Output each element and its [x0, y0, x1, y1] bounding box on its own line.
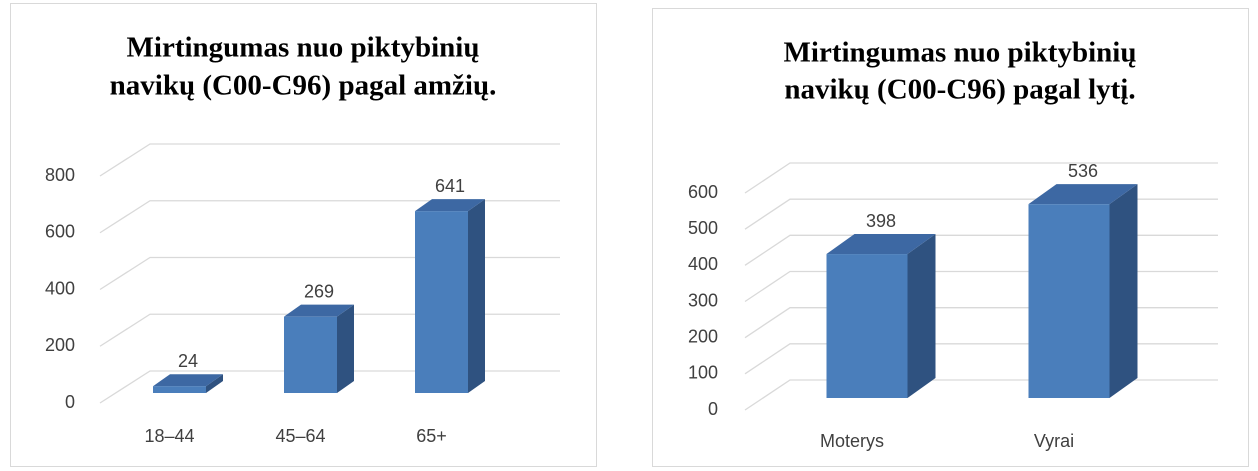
y-tick-label: 300 — [688, 290, 718, 310]
bar — [153, 386, 206, 393]
bar-top — [153, 374, 223, 387]
chart-title: navikų (C00-C96) pagal amžių. — [110, 70, 497, 102]
bar-side — [1109, 184, 1138, 398]
x-tick-label: Moterys — [820, 431, 884, 451]
data-label: 24 — [178, 351, 198, 371]
y-tick-label: 800 — [45, 165, 75, 185]
y-tick-label: 100 — [688, 363, 718, 383]
bar — [1028, 204, 1110, 398]
grid-line — [99, 143, 560, 177]
grid-line — [744, 162, 1218, 194]
x-tick-label: 18–44 — [144, 426, 194, 446]
bar-side — [907, 234, 936, 398]
bar-side — [468, 199, 485, 393]
chart-title: Mirtingumas nuo piktybinių — [127, 32, 480, 64]
bar-top — [284, 304, 354, 317]
chart-frame — [652, 8, 1249, 467]
bar-side — [337, 304, 354, 393]
bar — [826, 254, 908, 398]
data-label: 641 — [435, 176, 465, 196]
bar — [415, 211, 468, 393]
y-tick-label: 200 — [688, 326, 718, 346]
grid-line — [99, 200, 560, 234]
chart-title: Mirtingumas nuo piktybinių — [784, 37, 1137, 69]
y-tick-label: 600 — [45, 222, 75, 242]
bar-top — [826, 234, 936, 255]
bar-top — [1028, 184, 1138, 205]
y-tick-label: 0 — [65, 392, 75, 412]
y-tick-label: 500 — [688, 218, 718, 238]
data-label: 398 — [866, 211, 896, 231]
chart-title: navikų (C00-C96) pagal lytį. — [784, 74, 1135, 106]
y-tick-label: 200 — [45, 335, 75, 355]
bar — [284, 316, 337, 393]
y-tick-label: 600 — [688, 182, 718, 202]
y-tick-label: 0 — [708, 399, 718, 419]
bar-top — [415, 199, 485, 212]
x-tick-label: 65+ — [416, 426, 447, 446]
y-tick-label: 400 — [688, 254, 718, 274]
x-tick-label: Vyrai — [1034, 431, 1074, 451]
data-label: 269 — [304, 281, 334, 301]
y-tick-label: 400 — [45, 278, 75, 298]
data-label: 536 — [1068, 161, 1098, 181]
x-tick-label: 45–64 — [275, 426, 325, 446]
bar-side — [206, 374, 223, 393]
